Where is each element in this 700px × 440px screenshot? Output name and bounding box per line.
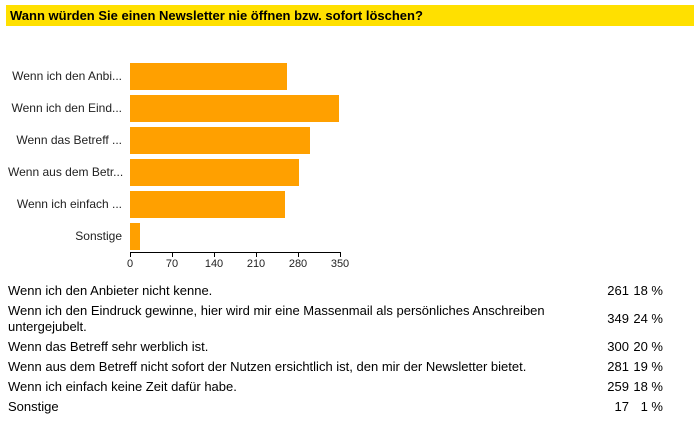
chart-row: Wenn ich den Eind... (8, 92, 700, 124)
row-count: 259 (607, 379, 629, 394)
axis-tick-label: 70 (165, 258, 179, 270)
chart-category-label: Wenn ich den Eind... (11, 101, 122, 115)
chart-bar (130, 62, 287, 90)
axis-tick (340, 253, 341, 257)
page-title: Wann würden Sie einen Newsletter nie öff… (6, 5, 694, 26)
table-row: Wenn das Betreff sehr werblich ist. 300 20… (8, 337, 663, 357)
chart-row: Wenn ich einfach ... (8, 188, 700, 220)
chart-row: Sonstige (8, 220, 700, 252)
chart-category-label: Wenn das Betreff ... (16, 133, 122, 147)
axis-tick (172, 253, 173, 257)
chart-category-label: Wenn aus dem Betr... (8, 165, 124, 179)
chart-row: Wenn das Betreff ... (8, 124, 700, 156)
row-count: 281 (607, 359, 629, 374)
axis-tick-label: 350 (330, 258, 350, 270)
axis-tick-label: 0 (126, 258, 134, 270)
table-row: Wenn aus dem Betreff nicht sofort der Nu… (8, 357, 663, 377)
axis-tick (256, 253, 257, 257)
chart-category-label: Sonstige (75, 229, 122, 243)
chart-bars-area: Wenn ich den Anbi... Wenn ich den Eind...… (8, 60, 700, 252)
axis-tick (214, 253, 215, 257)
row-percent: 1 % (640, 399, 663, 414)
row-percent: 19 % (633, 359, 663, 374)
axis-tick-label: 210 (246, 258, 266, 270)
row-percent: 20 % (633, 339, 663, 354)
row-label: Wenn ich den Eindruck gewinne, hier wird… (8, 303, 545, 334)
chart-row: Wenn ich den Anbi... (8, 60, 700, 92)
table-row: Wenn ich den Eindruck gewinne, hier wird… (8, 301, 663, 337)
row-percent: 24 % (633, 311, 663, 326)
row-count: 17 (614, 399, 629, 414)
row-label: Wenn ich den Anbieter nicht kenne. (8, 283, 213, 298)
row-label: Wenn aus dem Betreff nicht sofort der Nu… (8, 359, 527, 374)
row-label: Wenn ich einfach keine Zeit dafür habe. (8, 379, 237, 394)
table-row: Sonstige 17 1 % (8, 397, 663, 417)
row-label: Sonstige (8, 399, 59, 414)
chart-row: Wenn aus dem Betr... (8, 156, 700, 188)
axis-tick-label: 140 (204, 258, 224, 270)
row-percent: 18 % (633, 283, 663, 298)
chart-bar (130, 190, 285, 218)
axis-tick-label: 280 (288, 258, 308, 270)
question-title: Wann würden Sie einen Newsletter nie öff… (6, 5, 694, 26)
table-row: Wenn ich einfach keine Zeit dafür habe. 2… (8, 377, 663, 397)
chart-bar (130, 222, 140, 250)
row-label: Wenn das Betreff sehr werblich ist. (8, 339, 209, 354)
chart-category-label: Wenn ich einfach ... (16, 197, 122, 211)
axis-tick (130, 253, 131, 257)
axis-tick (298, 253, 299, 257)
bar-chart: Wenn ich den Anbi... Wenn ich den Eind...… (8, 60, 700, 271)
row-count: 349 (607, 311, 629, 326)
chart-bar (130, 126, 310, 154)
chart-bar (130, 94, 339, 122)
table-row: Wenn ich den Anbieter nicht kenne. 261 18 … (8, 281, 663, 301)
results-table: Wenn ich den Anbieter nicht kenne. 261 18 … (8, 281, 663, 417)
row-count: 261 (607, 283, 629, 298)
chart-bar (130, 158, 299, 186)
chart-category-label: Wenn ich den Anbi... (12, 69, 122, 83)
row-count: 300 (607, 339, 629, 354)
x-axis: 0 70 140 210 280 350 (126, 252, 349, 271)
row-percent: 18 % (633, 379, 663, 394)
